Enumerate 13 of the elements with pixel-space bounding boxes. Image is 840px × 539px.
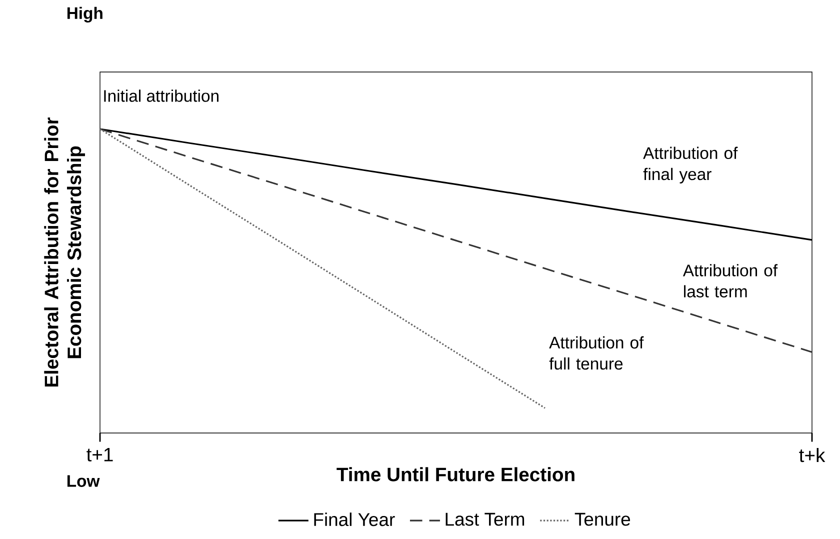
legend-label: Final Year: [314, 512, 395, 526]
text: High: [67, 6, 102, 22]
legend-label: Last Term: [446, 512, 524, 526]
annotation: Attribution of last term: [682, 264, 778, 298]
annotation: Attribution of full tenure: [549, 336, 644, 370]
text: Initial attribution: [104, 90, 218, 102]
y-axis-title: Electoral Attribution for Prior Economic Stewardship: [44, 117, 85, 387]
x-axis-title: Time Until Future Election: [336, 467, 574, 482]
legend-label: Tenure: [574, 512, 630, 526]
x-tick-label: t+k: [799, 448, 826, 462]
x-tick-label: t+1: [86, 448, 113, 462]
text: Low: [67, 475, 100, 487]
annotation: Attribution of final year: [643, 146, 738, 184]
